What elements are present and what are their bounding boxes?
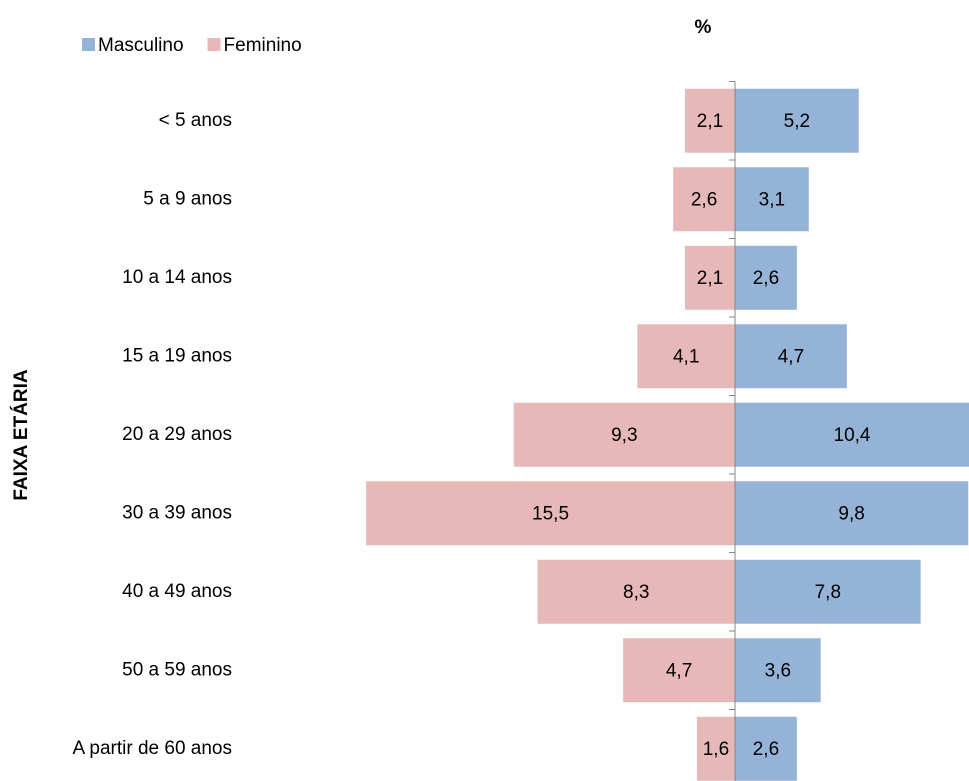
data-label: 2,6 [691, 189, 717, 210]
data-label: 4,1 [673, 346, 699, 367]
data-label: 15,5 [532, 503, 569, 524]
category-label: 15 a 19 anos [122, 345, 232, 366]
data-label: 2,1 [697, 111, 723, 132]
bar [735, 88, 859, 153]
data-label: 10,4 [834, 425, 871, 446]
data-label: 9,3 [611, 425, 637, 446]
bar [685, 88, 735, 153]
bar [537, 559, 735, 624]
bar [623, 638, 735, 703]
chart-title: % [695, 17, 712, 38]
data-label: 2,1 [697, 268, 723, 289]
category-label: 50 a 59 anos [122, 659, 232, 680]
data-label: 7,8 [815, 582, 841, 603]
legend-swatch [207, 38, 221, 51]
category-label: 5 a 9 anos [143, 188, 232, 209]
data-label: 3,6 [765, 660, 791, 681]
bar [735, 559, 921, 624]
data-label: 2,6 [753, 268, 779, 289]
legend-label: Masculino [98, 35, 184, 56]
bar [735, 167, 809, 232]
bar [735, 324, 847, 389]
data-label: 1,6 [703, 739, 729, 760]
data-label: 3,1 [759, 189, 785, 210]
legend-label: Feminino [224, 35, 302, 56]
category-label: 20 a 29 anos [122, 424, 232, 445]
bar [735, 481, 969, 546]
bar [366, 481, 735, 546]
bar [735, 716, 797, 781]
data-label: 2,6 [753, 739, 779, 760]
data-label: 8,3 [623, 582, 649, 603]
bar [735, 402, 969, 467]
data-label: 9,8 [838, 503, 864, 524]
data-label: 4,7 [666, 660, 692, 681]
category-label: < 5 anos [159, 110, 232, 131]
legend-swatch [82, 38, 95, 51]
category-label: 40 a 49 anos [122, 581, 232, 602]
bar [685, 245, 735, 310]
bar [696, 716, 735, 781]
category-label: 10 a 14 anos [122, 267, 232, 288]
bar [673, 167, 735, 232]
bar [735, 245, 797, 310]
category-label: A partir de 60 anos [73, 738, 233, 759]
bar [637, 324, 735, 389]
category-label: 30 a 39 anos [122, 502, 232, 523]
bar [513, 402, 735, 467]
data-label: 5,2 [784, 111, 810, 132]
data-label: 4,7 [778, 346, 804, 367]
y-axis-label: FAIXA ETÁRIA [10, 369, 32, 501]
bar [735, 638, 821, 703]
